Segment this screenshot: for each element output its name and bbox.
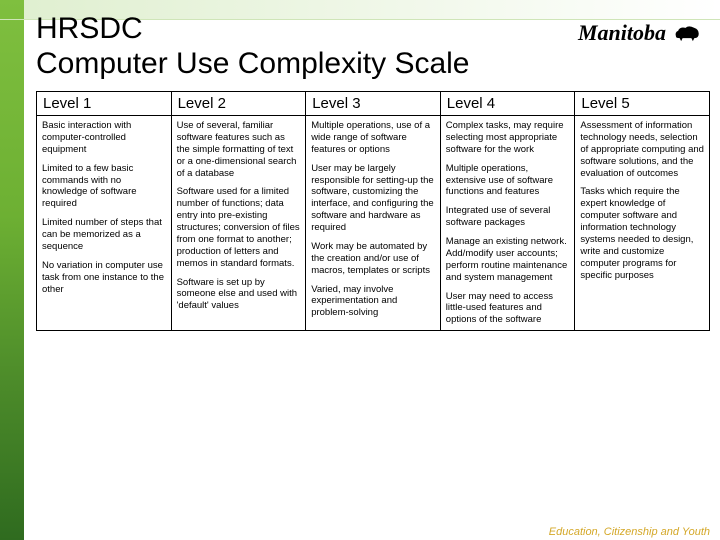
cell-level-1: Basic interaction with computer-controll… bbox=[37, 116, 172, 331]
col-header: Level 1 bbox=[37, 92, 172, 116]
cell-level-4: Complex tasks, may require selecting mos… bbox=[440, 116, 575, 331]
cell-level-3: Multiple operations, use of a wide range… bbox=[306, 116, 441, 331]
cell-para: Work may be automated by the creation an… bbox=[311, 241, 435, 277]
complexity-table: Level 1 Level 2 Level 3 Level 4 Level 5 … bbox=[36, 91, 710, 331]
cell-para: Software used for a limited number of fu… bbox=[177, 186, 301, 269]
col-header: Level 2 bbox=[171, 92, 306, 116]
cell-para: User may need to access little-used feat… bbox=[446, 291, 570, 327]
cell-para: Basic interaction with computer-controll… bbox=[42, 120, 166, 156]
cell-level-2: Use of several, familiar software featur… bbox=[171, 116, 306, 331]
title-line-2: Computer Use Complexity Scale bbox=[36, 47, 470, 80]
cell-para: Software is set up by someone else and u… bbox=[177, 277, 301, 313]
title-line-1: HRSDC bbox=[36, 12, 143, 45]
left-accent bbox=[0, 0, 24, 540]
table-header-row: Level 1 Level 2 Level 3 Level 4 Level 5 bbox=[37, 92, 710, 116]
col-header: Level 3 bbox=[306, 92, 441, 116]
cell-para: Varied, may involve experimentation and … bbox=[311, 284, 435, 320]
cell-para: Use of several, familiar software featur… bbox=[177, 120, 301, 179]
footer-text: Education, Citizenship and Youth bbox=[549, 526, 710, 538]
cell-para: User may be largely responsible for sett… bbox=[311, 163, 435, 234]
col-header: Level 5 bbox=[575, 92, 710, 116]
col-header: Level 4 bbox=[440, 92, 575, 116]
table-row: Basic interaction with computer-controll… bbox=[37, 116, 710, 331]
cell-para: Assessment of information technology nee… bbox=[580, 120, 704, 179]
cell-para: Manage an existing network. Add/modify u… bbox=[446, 236, 570, 284]
cell-para: Limited to a few basic commands with no … bbox=[42, 163, 166, 211]
cell-level-5: Assessment of information technology nee… bbox=[575, 116, 710, 331]
cell-para: Complex tasks, may require selecting mos… bbox=[446, 120, 570, 156]
cell-para: Limited number of steps that can be memo… bbox=[42, 217, 166, 253]
cell-para: Multiple operations, use of a wide range… bbox=[311, 120, 435, 156]
cell-para: Tasks which require the expert knowledge… bbox=[580, 186, 704, 281]
cell-para: Multiple operations, extensive use of so… bbox=[446, 163, 570, 199]
cell-para: No variation in computer use task from o… bbox=[42, 260, 166, 296]
page-title: HRSDC Computer Use Complexity Scale bbox=[36, 12, 710, 81]
cell-para: Integrated use of several software packa… bbox=[446, 205, 570, 229]
slide-content: HRSDC Computer Use Complexity Scale Leve… bbox=[36, 12, 710, 534]
